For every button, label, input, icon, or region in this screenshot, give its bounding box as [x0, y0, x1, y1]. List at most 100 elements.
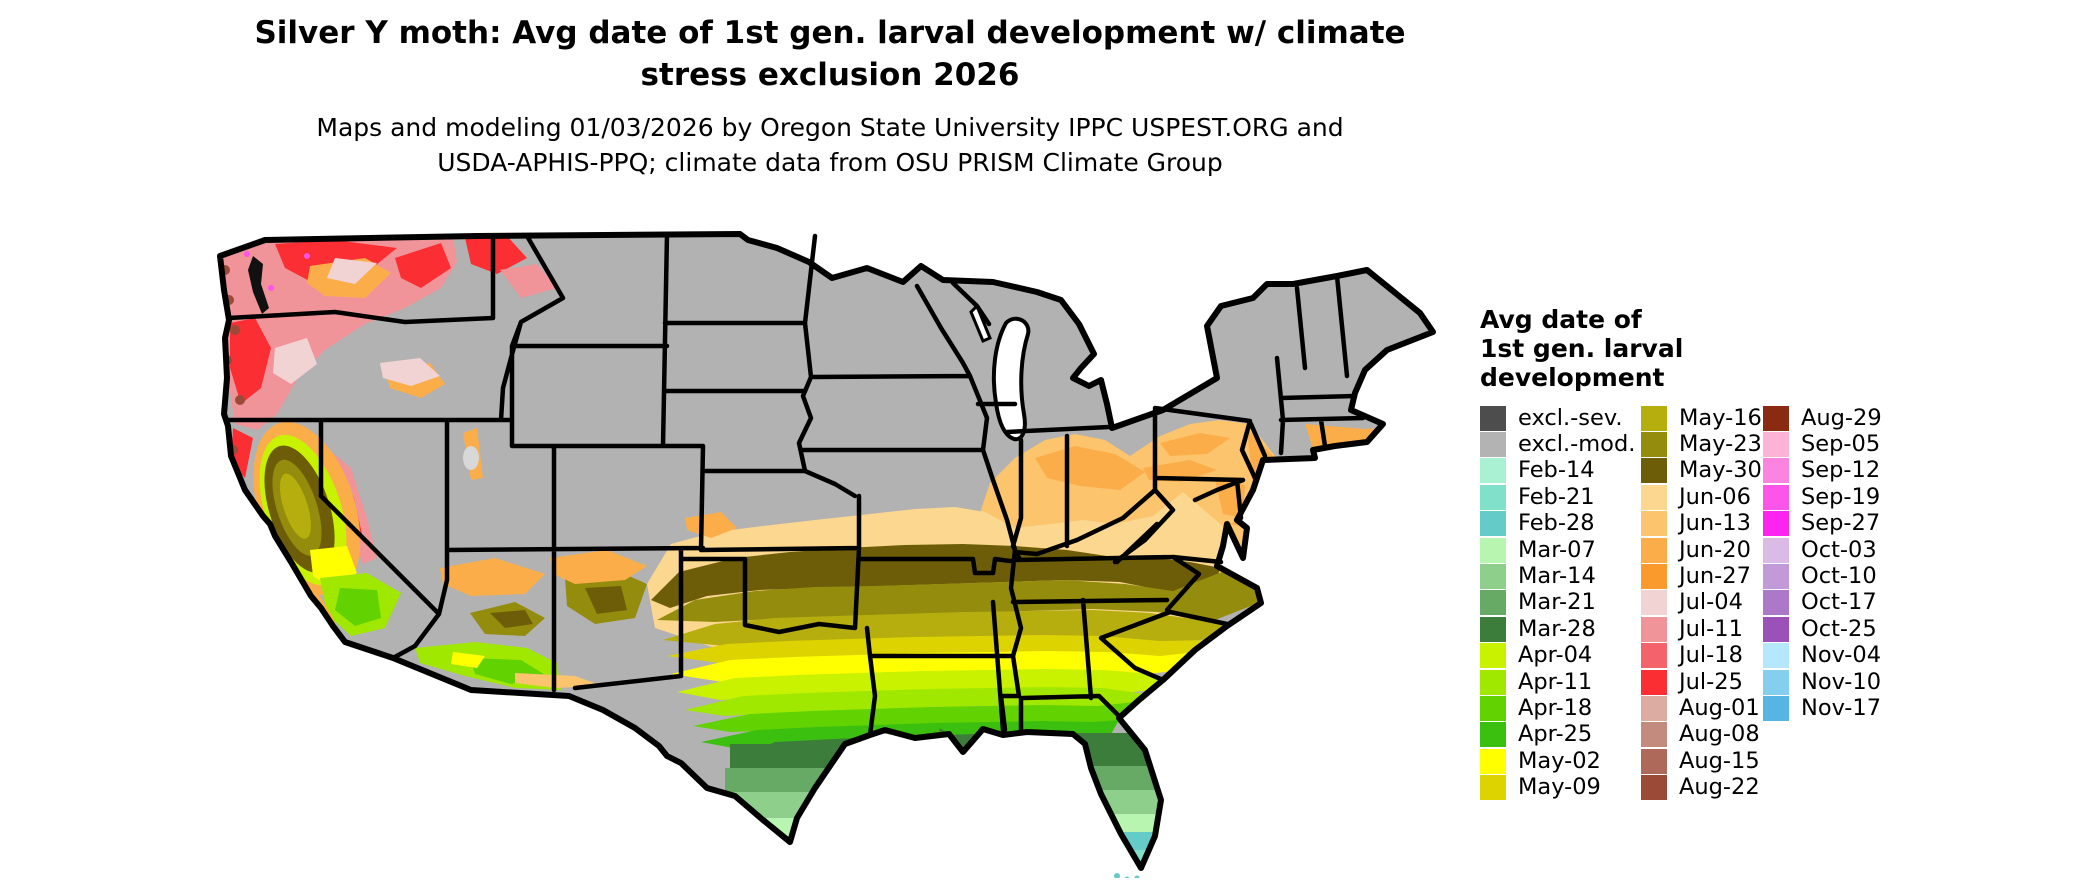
legend: Avg date of 1st gen. larval development …: [1480, 305, 2080, 801]
legend-item: Aug-22: [1641, 774, 1763, 801]
legend-label: Sep-12: [1801, 457, 1881, 484]
legend-title: Avg date of 1st gen. larval development: [1480, 305, 2080, 392]
legend-label: May-16: [1679, 404, 1762, 431]
legend-label: May-02: [1518, 747, 1601, 774]
legend-label: Apr-25: [1518, 721, 1593, 748]
region-pnw-red: [230, 240, 451, 478]
legend-swatch: [1480, 537, 1506, 563]
legend-label: Jul-04: [1679, 589, 1743, 616]
legend-label: Sep-27: [1801, 510, 1881, 537]
legend-label: Aug-15: [1679, 747, 1760, 774]
legend-item: Sep-12: [1763, 458, 1893, 484]
legend-item: Aug-29: [1763, 405, 1893, 431]
legend-item: Sep-19: [1763, 484, 1893, 510]
legend-title-line-1: Avg date of: [1480, 305, 1642, 334]
legend-column-3: Aug-29 Sep-05 Sep-12 Sep-19 Sep-27 Oct-03 Oct-…: [1763, 405, 1893, 801]
legend-column-1: excl.-sev. excl.-mod. Feb-14 Feb-21 Feb-28 Ma…: [1480, 405, 1641, 801]
figure-header: Silver Y moth: Avg date of 1st gen. larv…: [215, 12, 1445, 180]
legend-swatch: [1641, 511, 1667, 537]
legend-label: Aug-29: [1801, 404, 1882, 431]
legend-label: Apr-11: [1518, 668, 1593, 695]
region-apr04-band: [677, 669, 1165, 700]
region-pnw-orange: [307, 258, 445, 398]
legend-swatch: [1763, 590, 1789, 616]
legend-swatch: [1480, 458, 1506, 484]
us-map-svg: [215, 228, 1445, 878]
legend-label: Oct-03: [1801, 536, 1877, 563]
region-wtx-olive-dark: [585, 586, 627, 614]
puget-sound: [248, 256, 269, 314]
legend-swatch: [1763, 432, 1789, 458]
legend-label: Mar-28: [1518, 615, 1596, 642]
legend-swatch: [1641, 695, 1667, 721]
legend-item: May-30: [1641, 458, 1763, 484]
legend-swatch: [1641, 669, 1667, 695]
legend-swatch: [1641, 775, 1667, 801]
legend-item: Mar-07: [1480, 537, 1641, 563]
legend-swatch: [1763, 695, 1789, 721]
legend-label: Nov-04: [1801, 642, 1882, 669]
legend-item: Feb-14: [1480, 458, 1641, 484]
legend-item: Apr-18: [1480, 695, 1641, 721]
legend-item: Jul-25: [1641, 669, 1763, 695]
legend-label: Aug-22: [1679, 774, 1760, 801]
legend-item: Oct-25: [1763, 616, 1893, 642]
legend-item: Nov-10: [1763, 669, 1893, 695]
legend-item: Sep-05: [1763, 431, 1893, 458]
legend-label: Jul-25: [1679, 668, 1743, 695]
legend-swatch: [1480, 511, 1506, 537]
legend-label: Apr-04: [1518, 642, 1593, 669]
legend-swatch: [1641, 458, 1667, 484]
legend-columns: excl.-sev. excl.-mod. Feb-14 Feb-21 Feb-28 Ma…: [1480, 405, 2080, 801]
legend-swatch: [1641, 616, 1667, 642]
legend-swatch: [1763, 484, 1789, 510]
legend-item: Jul-04: [1641, 590, 1763, 616]
legend-item: May-02: [1480, 748, 1641, 774]
page-subtitle: Maps and modeling 01/03/2026 by Oregon S…: [215, 110, 1445, 180]
region-nm-border-orange: [515, 673, 603, 688]
legend-item: Feb-28: [1480, 511, 1641, 537]
region-az-olive-dark: [490, 610, 533, 628]
legend-item: Aug-01: [1641, 695, 1763, 721]
legend-label: May-09: [1518, 774, 1601, 801]
region-az-yellow: [451, 652, 485, 668]
legend-label: Apr-18: [1518, 694, 1593, 721]
region-az-orange-fringe: [440, 558, 545, 596]
legend-swatch: [1641, 405, 1667, 431]
region-may02-band: [671, 651, 1197, 682]
legend-item: Apr-25: [1480, 722, 1641, 748]
legend-item: May-23: [1641, 431, 1763, 458]
legend-label: Jun-20: [1679, 536, 1751, 563]
subtitle-line-1: Maps and modeling 01/03/2026 by Oregon S…: [316, 113, 1344, 142]
legend-item: Oct-10: [1763, 563, 1893, 590]
legend-label: May-30: [1679, 457, 1762, 484]
legend-swatch: [1641, 484, 1667, 510]
legend-label: Aug-01: [1679, 694, 1760, 721]
legend-item: Jun-13: [1641, 511, 1763, 537]
region-apr18-band: [693, 702, 1135, 732]
title-line-2: stress exclusion 2026: [640, 57, 1020, 93]
legend-swatch: [1763, 564, 1789, 590]
region-cascade-magenta-specks: [244, 251, 310, 291]
legend-title-line-3: development: [1480, 363, 1665, 392]
legend-item: excl.-sev.: [1480, 405, 1641, 431]
legend-label: Mar-14: [1518, 563, 1596, 590]
legend-swatch: [1641, 643, 1667, 669]
legend-label: Oct-17: [1801, 589, 1877, 616]
region-wtx-orange: [550, 550, 647, 584]
legend-swatch: [1480, 775, 1506, 801]
legend-label: Sep-05: [1801, 431, 1881, 458]
legend-item: Mar-21: [1480, 590, 1641, 616]
legend-label: excl.-sev.: [1518, 404, 1623, 431]
legend-item: Mar-28: [1480, 616, 1641, 642]
legend-item: Aug-08: [1641, 722, 1763, 748]
legend-label: Mar-07: [1518, 536, 1596, 563]
legend-swatch: [1763, 616, 1789, 642]
legend-swatch: [1763, 537, 1789, 563]
legend-label: Feb-28: [1518, 510, 1595, 537]
legend-label: Aug-08: [1679, 721, 1760, 748]
subtitle-line-2: USDA-APHIS-PPQ; climate data from OSU PR…: [437, 148, 1223, 177]
legend-item: excl.-mod.: [1480, 431, 1641, 458]
legend-swatch: [1480, 484, 1506, 510]
legend-swatch: [1763, 405, 1789, 431]
